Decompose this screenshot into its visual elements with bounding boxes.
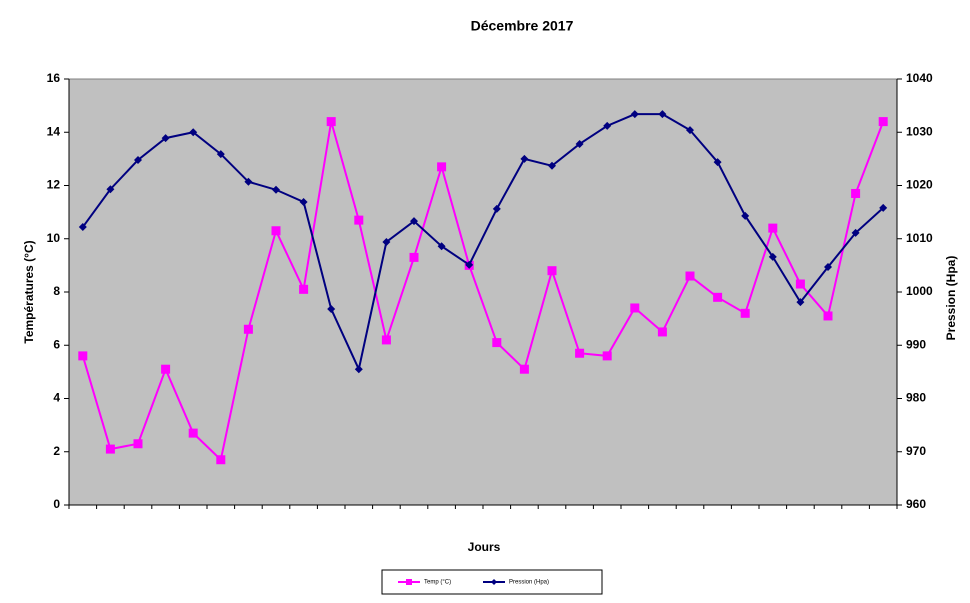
point (188, 428, 198, 438)
point (299, 198, 308, 207)
y-tick-label: 6 (53, 337, 60, 351)
point (437, 162, 447, 172)
point (879, 203, 888, 212)
point (823, 311, 833, 321)
y-tick-label: 10 (47, 231, 61, 245)
point (878, 117, 888, 127)
point (381, 335, 391, 345)
point (161, 134, 170, 143)
legend-marker (406, 579, 412, 585)
point (437, 242, 446, 251)
point (133, 439, 143, 449)
y-axis-label: Températures (°C) (22, 240, 36, 343)
point (740, 308, 750, 318)
legend-marker (491, 579, 497, 585)
point (519, 364, 529, 374)
point (326, 117, 336, 127)
point (327, 305, 336, 314)
point (575, 139, 584, 148)
point (713, 158, 722, 167)
point (768, 252, 777, 261)
y2-tick-label: 1020 (906, 178, 933, 192)
point (547, 266, 557, 276)
point (354, 365, 363, 374)
point (741, 211, 750, 220)
point (768, 223, 778, 233)
point (216, 455, 226, 465)
point (548, 161, 556, 170)
point (520, 154, 529, 163)
x-axis-label: Jours (468, 540, 501, 554)
point (575, 348, 585, 358)
point (189, 128, 198, 137)
series (78, 117, 888, 465)
point (105, 444, 115, 454)
point (161, 364, 171, 374)
point (271, 226, 281, 236)
point (851, 188, 861, 198)
point (685, 271, 695, 281)
line (81, 121, 885, 462)
point (796, 298, 805, 307)
point (492, 338, 502, 348)
point (382, 237, 391, 246)
plot-area (68, 78, 898, 506)
point (603, 121, 612, 130)
y2-tick-label: 960 (906, 497, 926, 511)
y2-tick-label: 1010 (906, 231, 933, 245)
point (299, 284, 309, 294)
legend-label: Temp (°C) (424, 580, 451, 586)
point (78, 223, 87, 232)
y2-tick-label: 1030 (906, 124, 933, 138)
point (630, 110, 639, 119)
point (354, 215, 364, 225)
y2-tick-label: 1000 (906, 284, 933, 298)
y2-tick-label: 990 (906, 337, 926, 351)
y-tick-label: 14 (47, 124, 61, 138)
point (658, 110, 667, 119)
point (713, 292, 723, 302)
y2-tick-label: 980 (906, 391, 926, 405)
y2-tick-label: 1040 (906, 71, 933, 85)
point (824, 262, 832, 271)
point (492, 204, 501, 213)
point (410, 217, 418, 226)
point (134, 155, 142, 164)
point (272, 185, 280, 194)
point (686, 126, 694, 135)
point (244, 177, 253, 186)
point (657, 327, 667, 337)
y-tick-label: 8 (53, 284, 60, 298)
point (78, 351, 88, 361)
y-tick-label: 16 (47, 71, 61, 85)
y-tick-label: 2 (53, 444, 60, 458)
series (78, 110, 888, 374)
line (81, 113, 884, 373)
y-tick-label: 12 (47, 178, 61, 192)
point (216, 150, 225, 159)
point (851, 228, 860, 237)
point (409, 252, 419, 262)
point (106, 185, 115, 194)
legend: Temp (°C) Pression (Hpa) (381, 569, 603, 595)
legend-label: Pression (Hpa) (509, 580, 549, 586)
y2-tick-label: 970 (906, 444, 926, 458)
point (630, 303, 640, 313)
y-tick-label: 0 (53, 497, 60, 511)
point (465, 260, 474, 269)
y-tick-label: 4 (53, 391, 60, 405)
point (795, 279, 805, 289)
point (602, 351, 612, 361)
point (243, 324, 253, 334)
chart-title: Décembre 2017 (471, 18, 574, 34)
y2-axis-label: Pression (Hpa) (944, 256, 958, 341)
